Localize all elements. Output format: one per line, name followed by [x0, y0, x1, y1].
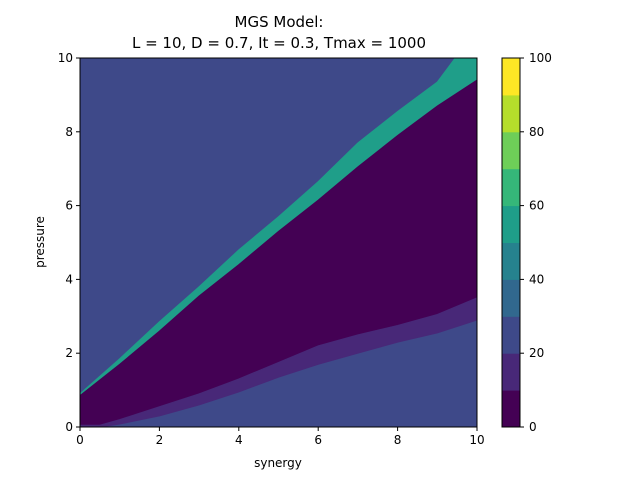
- colorbar-tick-label: 0: [529, 420, 537, 434]
- x-axis: 0 2 4 6 8 10: [76, 427, 485, 447]
- x-tick-label: 10: [469, 433, 484, 447]
- colorbar-band: [502, 279, 520, 317]
- x-tick-label: 8: [394, 433, 402, 447]
- y-axis: 0 2 4 6 8 10: [58, 51, 80, 434]
- colorbar-tick-label: 80: [529, 125, 544, 139]
- colorbar-tick-label: 100: [529, 51, 552, 65]
- x-tick-label: 6: [314, 433, 322, 447]
- x-tick-label: 4: [235, 433, 243, 447]
- chart-title-line-2: L = 10, D = 0.7, It = 0.3, Tmax = 1000: [132, 34, 426, 52]
- x-tick-label: 0: [76, 433, 84, 447]
- colorbar-band: [502, 94, 520, 133]
- colorbar-band: [502, 242, 520, 280]
- colorbar-ticks: 0 20 40 60 80 100: [520, 51, 552, 434]
- y-tick-label: 0: [65, 420, 73, 434]
- colorbar-band: [502, 316, 520, 354]
- plot-frame: [79, 57, 478, 428]
- colorbar-frame: [501, 57, 521, 428]
- y-tick-label: 2: [65, 346, 73, 360]
- y-tick-label: 10: [58, 51, 73, 65]
- x-tick-label: 2: [156, 433, 164, 447]
- y-tick-label: 4: [65, 272, 73, 286]
- plot-area: [79, 57, 478, 428]
- y-axis-label: pressure: [33, 216, 47, 268]
- colorbar-band: [502, 205, 520, 243]
- colorbar-tick-label: 40: [529, 272, 544, 286]
- colorbar: [502, 58, 520, 428]
- y-tick-label: 6: [65, 199, 73, 213]
- x-axis-label: synergy: [254, 456, 302, 470]
- colorbar-band: [502, 353, 520, 391]
- y-tick-label: 8: [65, 125, 73, 139]
- colorbar-band: [502, 168, 520, 207]
- colorbar-tick-label: 20: [529, 346, 544, 360]
- colorbar-band: [502, 131, 520, 170]
- colorbar-tick-label: 60: [529, 199, 544, 213]
- colorbar-band: [502, 390, 520, 428]
- colorbar-band: [502, 58, 520, 96]
- chart-title-line-1: MGS Model:: [235, 13, 324, 31]
